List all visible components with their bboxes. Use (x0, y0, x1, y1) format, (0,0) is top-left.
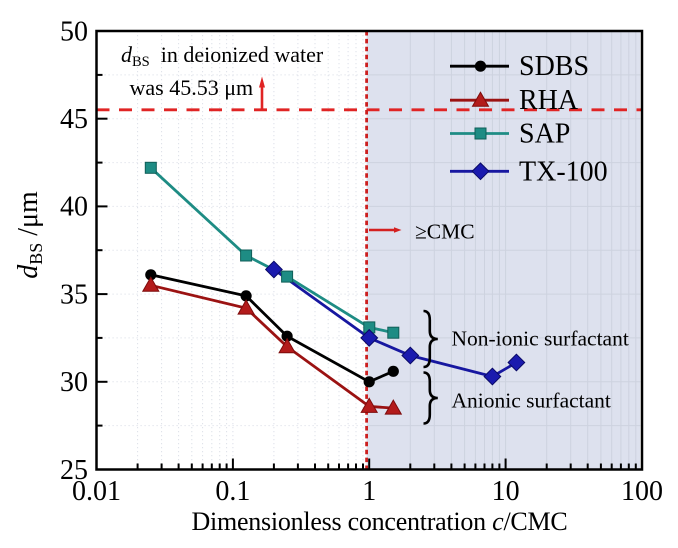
svg-text:50: 50 (60, 16, 88, 47)
svg-text:SDBS: SDBS (519, 51, 589, 82)
svg-text:40: 40 (60, 192, 88, 223)
svg-text:0.1: 0.1 (215, 476, 250, 507)
svg-text:TX-100: TX-100 (519, 156, 608, 187)
svg-text:100: 100 (621, 476, 663, 507)
svg-text:0.01: 0.01 (72, 476, 121, 507)
svg-text:25: 25 (60, 455, 88, 486)
svg-text:Anionic surfactant: Anionic surfactant (452, 389, 611, 413)
svg-text:dBS in deionized water: dBS in deionized water (121, 42, 324, 70)
svg-text:30: 30 (60, 367, 88, 398)
svg-text:RHA: RHA (519, 85, 579, 116)
svg-text:35: 35 (60, 279, 88, 310)
svg-text:≥CMC: ≥CMC (415, 220, 475, 244)
svg-text:10: 10 (492, 476, 520, 507)
svg-text:Non-ionic surfactant: Non-ionic surfactant (452, 327, 629, 351)
svg-text:1: 1 (362, 476, 376, 507)
svg-text:SAP: SAP (519, 119, 570, 150)
svg-text:dBS /μm: dBS /μm (13, 191, 46, 279)
svg-text:45: 45 (60, 104, 88, 135)
svg-text:was 45.53 μm: was 45.53 μm (130, 75, 254, 100)
svg-text:Dimensionless concentration c/: Dimensionless concentration c/CMC (192, 507, 568, 536)
